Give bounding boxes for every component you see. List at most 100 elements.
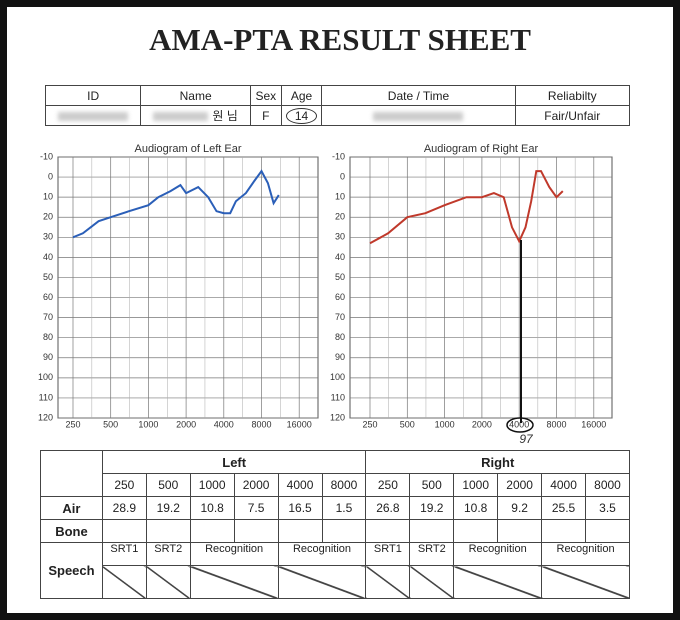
y-tick-label: 90 <box>43 352 53 362</box>
speech-field: SRT2 <box>145 542 191 566</box>
blurred-id <box>58 111 129 121</box>
speech-cell <box>409 565 455 599</box>
row-label: Bone <box>40 519 103 543</box>
bone-value <box>365 519 411 543</box>
y-tick-label: 60 <box>335 292 345 302</box>
reliability: Fair/Unfair <box>514 105 631 126</box>
speech-cell <box>145 565 191 599</box>
plot-frame <box>349 156 613 419</box>
hearing-trace <box>369 170 564 245</box>
speech-cell <box>277 565 367 599</box>
hearing-trace <box>72 169 280 239</box>
speech-field: SRT1 <box>101 542 147 566</box>
corner <box>40 450 103 497</box>
header-values: 원 님 F 14 Fair/Unfair <box>44 105 631 126</box>
air-value: 3.5 <box>585 496 630 520</box>
bone-value <box>233 519 279 543</box>
side-label: Left <box>101 450 367 474</box>
header-table: ID Name Sex Age Date / Time Reliabilty 원 님 F 14 F… <box>44 85 631 126</box>
x-tick-label: 500 <box>103 419 118 429</box>
age: 14 <box>285 107 318 124</box>
speech-cell <box>365 565 411 599</box>
y-tick-label: 100 <box>330 372 345 382</box>
x-tick-label: 8000 <box>251 419 271 429</box>
air-value: 10.8 <box>453 496 499 520</box>
speech-field: Recognition <box>541 542 630 566</box>
annotation: 97 <box>519 432 534 446</box>
speech-field: SRT1 <box>365 542 411 566</box>
x-tick-label: 2000 <box>472 419 492 429</box>
bone-value <box>497 519 543 543</box>
air-value: 7.5 <box>233 496 279 520</box>
side-label: Right <box>365 450 630 474</box>
x-tick-label: 250 <box>362 419 377 429</box>
speech-cell <box>541 565 630 599</box>
x-tick-label: 16000 <box>287 419 312 429</box>
id-cell <box>44 105 142 126</box>
y-tick-label: -10 <box>40 151 53 161</box>
x-tick-label: 4000 <box>214 419 234 429</box>
air-value: 19.2 <box>409 496 455 520</box>
frequency: 8000 <box>321 473 367 497</box>
speech-field: Recognition <box>277 542 367 566</box>
speech-field: SRT2 <box>409 542 455 566</box>
speech-cell <box>453 565 543 599</box>
air-row: Air 28.9 19.2 10.8 7.5 16.5 1.5 26.8 19.2 10.8 9.2… <box>40 496 630 520</box>
y-tick-label: 80 <box>43 332 53 342</box>
speech-cell <box>101 565 147 599</box>
bone-value <box>321 519 367 543</box>
x-tick-label: 1000 <box>435 419 455 429</box>
frequency: 4000 <box>541 473 587 497</box>
frequency: 1000 <box>189 473 235 497</box>
date-cell <box>321 105 516 126</box>
y-tick-label: 10 <box>335 192 345 202</box>
audiograms: Audiogram of Left Ear -10 0 10 20 30 40 50 60 70 8… <box>38 143 613 446</box>
bone-value <box>585 519 630 543</box>
results-table: Left Right 250 500 1000 2000 4000 8000 250 500 100… <box>40 450 630 599</box>
row-label: Speech <box>40 542 103 599</box>
y-tick-label: -10 <box>332 151 345 161</box>
y-tick-label: 80 <box>335 332 345 342</box>
air-value: 19.2 <box>145 496 191 520</box>
header-label: Age <box>280 85 323 106</box>
y-tick-label: 60 <box>43 292 53 302</box>
header-row: ID Name Sex Age Date / Time Reliabilty <box>44 85 631 106</box>
y-tick-label: 30 <box>335 232 345 242</box>
speech-field: Recognition <box>453 542 543 566</box>
air-value: 1.5 <box>321 496 367 520</box>
frequency: 250 <box>365 473 411 497</box>
bone-row: Bone <box>40 519 630 543</box>
speech-field: Recognition <box>189 542 279 566</box>
y-tick-label: 0 <box>48 171 53 181</box>
frequency: 8000 <box>585 473 630 497</box>
row-label: Air <box>40 496 103 520</box>
audiogram-title: Audiogram of Left Ear <box>134 143 241 155</box>
y-tick-label: 70 <box>335 312 345 322</box>
y-tick-label: 90 <box>335 352 345 362</box>
speech-cell <box>189 565 279 599</box>
y-tick-label: 30 <box>43 232 53 242</box>
bone-value <box>189 519 235 543</box>
age-cell: 14 <box>280 105 323 126</box>
frequency: 2000 <box>233 473 279 497</box>
y-tick-label: 100 <box>38 372 53 382</box>
frequency: 1000 <box>453 473 499 497</box>
speech-values <box>41 565 630 599</box>
frequency: 2000 <box>497 473 543 497</box>
air-value: 16.5 <box>277 496 323 520</box>
frequency: 500 <box>145 473 191 497</box>
y-tick-label: 0 <box>340 171 345 181</box>
blurred-name <box>153 112 209 122</box>
speech-row: Speech SRT1 SRT2 Recognition Recognition SRT1… <box>40 542 630 599</box>
y-tick-label: 20 <box>335 212 345 222</box>
x-tick-label: 500 <box>400 419 415 429</box>
y-tick-label: 20 <box>43 212 53 222</box>
air-value: 9.2 <box>497 496 543 520</box>
blurred-date <box>373 111 464 121</box>
x-tick-label: 250 <box>65 419 80 429</box>
name-cell: 원 님 <box>140 105 251 126</box>
y-tick-label: 110 <box>39 392 53 402</box>
y-tick-label: 40 <box>335 252 345 262</box>
freq-row: 250 500 1000 2000 4000 8000 250 500 1000 2000 4000… <box>41 473 630 497</box>
